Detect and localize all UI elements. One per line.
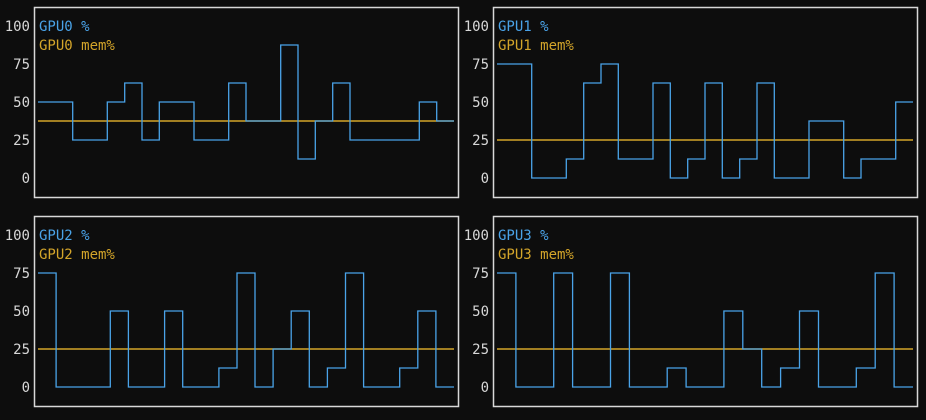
y-tick-label: 100 [5, 19, 30, 35]
chart-frame [33, 215, 460, 408]
gpu-chart-panel: 100 75 50 25 0 GPU0 % GPU0 mem% [5, 6, 460, 199]
legend-usage-label: GPU1 % [498, 19, 549, 35]
usage-series-line [38, 44, 454, 160]
y-tick-label: 75 [472, 266, 489, 282]
y-tick-label: 75 [472, 57, 489, 73]
y-tick-label: 50 [13, 304, 30, 320]
legend-memory-label: GPU3 mem% [498, 247, 574, 263]
y-tick-label: 25 [13, 342, 30, 358]
legend-memory-label: GPU0 mem% [39, 38, 115, 54]
legend-memory-label: GPU1 mem% [498, 38, 574, 54]
y-tick-label: 50 [472, 95, 489, 111]
y-tick-label: 50 [13, 95, 30, 111]
gpu-chart-panel: 100 75 50 25 0 GPU1 % GPU1 mem% [464, 6, 919, 199]
y-tick-label: 25 [472, 342, 489, 358]
chart-frame [492, 215, 919, 408]
legend-usage-label: GPU3 % [498, 228, 549, 244]
y-tick-label: 100 [464, 228, 489, 244]
usage-series-line [38, 272, 454, 388]
y-tick-label: 0 [481, 380, 489, 396]
y-tick-label: 0 [22, 171, 30, 187]
gpu-chart-panel: 100 75 50 25 0 GPU2 % GPU2 mem% [5, 215, 460, 408]
y-tick-label: 50 [472, 304, 489, 320]
legend-usage-label: GPU0 % [39, 19, 90, 35]
y-tick-label: 25 [13, 133, 30, 149]
gpu-chart-panel: 100 75 50 25 0 GPU3 % GPU3 mem% [464, 215, 919, 408]
legend-memory-label: GPU2 mem% [39, 247, 115, 263]
y-tick-label: 75 [13, 266, 30, 282]
y-tick-label: 75 [13, 57, 30, 73]
y-tick-label: 25 [472, 133, 489, 149]
y-tick-label: 100 [5, 228, 30, 244]
y-tick-label: 0 [22, 380, 30, 396]
legend-usage-label: GPU2 % [39, 228, 90, 244]
y-tick-label: 0 [481, 171, 489, 187]
usage-series-line [497, 63, 913, 179]
usage-series-line [497, 272, 913, 388]
y-tick-label: 100 [464, 19, 489, 35]
